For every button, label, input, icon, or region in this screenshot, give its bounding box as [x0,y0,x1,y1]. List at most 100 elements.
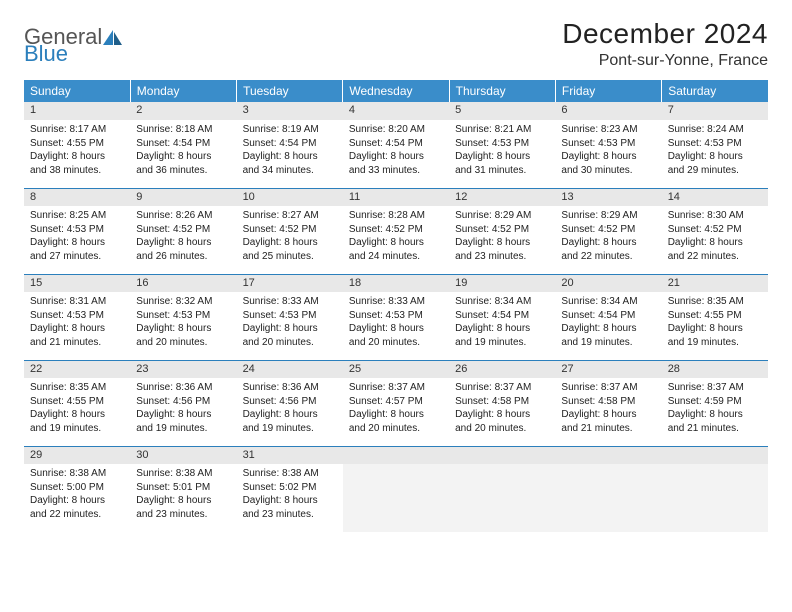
day-number-cell: 28 [662,360,768,378]
day-content-cell [343,464,449,532]
weekday-header: Saturday [662,80,768,102]
day-content-cell: Sunrise: 8:21 AMSunset: 4:53 PMDaylight:… [449,120,555,188]
day-number-row: 22232425262728 [24,360,768,378]
logo-text-blue: Blue [24,41,68,66]
day-content-cell: Sunrise: 8:34 AMSunset: 4:54 PMDaylight:… [449,292,555,360]
day-number-cell: 21 [662,274,768,292]
sunrise-line: Sunrise: 8:37 AM [349,381,443,395]
day-content-cell: Sunrise: 8:30 AMSunset: 4:52 PMDaylight:… [662,206,768,274]
sunrise-line: Sunrise: 8:29 AM [561,209,655,223]
day-number-cell: 1 [24,102,130,120]
day-number-cell [555,446,661,464]
day-number-cell: 29 [24,446,130,464]
day-content-cell: Sunrise: 8:38 AMSunset: 5:00 PMDaylight:… [24,464,130,532]
sunrise-line: Sunrise: 8:31 AM [30,295,124,309]
sunrise-line: Sunrise: 8:33 AM [243,295,337,309]
day-content-cell: Sunrise: 8:33 AMSunset: 4:53 PMDaylight:… [343,292,449,360]
day-number-cell: 18 [343,274,449,292]
day-number-cell: 16 [130,274,236,292]
day-number-row: 293031 [24,446,768,464]
sunset-line: Sunset: 4:52 PM [243,223,337,237]
day-content-cell: Sunrise: 8:17 AMSunset: 4:55 PMDaylight:… [24,120,130,188]
daylight-line: Daylight: 8 hours and 24 minutes. [349,236,443,263]
sunrise-line: Sunrise: 8:36 AM [136,381,230,395]
weekday-header: Sunday [24,80,130,102]
sunrise-line: Sunrise: 8:38 AM [243,467,337,481]
sunset-line: Sunset: 4:52 PM [561,223,655,237]
day-content-cell: Sunrise: 8:38 AMSunset: 5:01 PMDaylight:… [130,464,236,532]
day-number-cell: 31 [237,446,343,464]
sunrise-line: Sunrise: 8:23 AM [561,123,655,137]
daylight-line: Daylight: 8 hours and 21 minutes. [561,408,655,435]
day-content-row: Sunrise: 8:31 AMSunset: 4:53 PMDaylight:… [24,292,768,360]
sunset-line: Sunset: 4:54 PM [136,137,230,151]
day-number-cell: 2 [130,102,236,120]
sunrise-line: Sunrise: 8:30 AM [668,209,762,223]
day-number-cell: 12 [449,188,555,206]
sunset-line: Sunset: 4:52 PM [136,223,230,237]
sunset-line: Sunset: 4:58 PM [455,395,549,409]
day-number-cell: 14 [662,188,768,206]
weekday-header: Friday [555,80,661,102]
daylight-line: Daylight: 8 hours and 22 minutes. [30,494,124,521]
day-number-cell: 11 [343,188,449,206]
location: Pont-sur-Yonne, France [562,52,768,70]
day-content-cell: Sunrise: 8:26 AMSunset: 4:52 PMDaylight:… [130,206,236,274]
sunrise-line: Sunrise: 8:37 AM [668,381,762,395]
sunrise-line: Sunrise: 8:28 AM [349,209,443,223]
day-content-cell: Sunrise: 8:19 AMSunset: 4:54 PMDaylight:… [237,120,343,188]
day-content-cell: Sunrise: 8:37 AMSunset: 4:58 PMDaylight:… [449,378,555,446]
day-content-cell: Sunrise: 8:38 AMSunset: 5:02 PMDaylight:… [237,464,343,532]
day-content-row: Sunrise: 8:25 AMSunset: 4:53 PMDaylight:… [24,206,768,274]
day-number-cell: 20 [555,274,661,292]
daylight-line: Daylight: 8 hours and 31 minutes. [455,150,549,177]
day-number-cell: 6 [555,102,661,120]
month-title: December 2024 [562,18,768,50]
day-number-cell: 10 [237,188,343,206]
daylight-line: Daylight: 8 hours and 34 minutes. [243,150,337,177]
weekday-header: Wednesday [343,80,449,102]
daylight-line: Daylight: 8 hours and 25 minutes. [243,236,337,263]
day-content-cell: Sunrise: 8:33 AMSunset: 4:53 PMDaylight:… [237,292,343,360]
day-content-cell: Sunrise: 8:24 AMSunset: 4:53 PMDaylight:… [662,120,768,188]
sunset-line: Sunset: 4:56 PM [136,395,230,409]
sunset-line: Sunset: 4:53 PM [243,309,337,323]
day-content-cell: Sunrise: 8:31 AMSunset: 4:53 PMDaylight:… [24,292,130,360]
day-number-cell: 8 [24,188,130,206]
sunrise-line: Sunrise: 8:32 AM [136,295,230,309]
day-number-cell: 15 [24,274,130,292]
daylight-line: Daylight: 8 hours and 21 minutes. [668,408,762,435]
daylight-line: Daylight: 8 hours and 19 minutes. [455,322,549,349]
day-content-cell: Sunrise: 8:37 AMSunset: 4:58 PMDaylight:… [555,378,661,446]
sunrise-line: Sunrise: 8:21 AM [455,123,549,137]
sunset-line: Sunset: 4:53 PM [30,223,124,237]
sunset-line: Sunset: 4:55 PM [668,309,762,323]
day-content-cell: Sunrise: 8:29 AMSunset: 4:52 PMDaylight:… [555,206,661,274]
sunset-line: Sunset: 4:53 PM [136,309,230,323]
day-content-cell [555,464,661,532]
sunset-line: Sunset: 4:53 PM [30,309,124,323]
day-number-cell: 13 [555,188,661,206]
day-content-cell: Sunrise: 8:37 AMSunset: 4:59 PMDaylight:… [662,378,768,446]
title-block: December 2024 Pont-sur-Yonne, France [562,18,768,70]
sunset-line: Sunset: 5:01 PM [136,481,230,495]
day-content-cell: Sunrise: 8:23 AMSunset: 4:53 PMDaylight:… [555,120,661,188]
day-content-cell [662,464,768,532]
sunrise-line: Sunrise: 8:27 AM [243,209,337,223]
daylight-line: Daylight: 8 hours and 23 minutes. [136,494,230,521]
day-number-cell: 27 [555,360,661,378]
daylight-line: Daylight: 8 hours and 19 minutes. [668,322,762,349]
daylight-line: Daylight: 8 hours and 20 minutes. [243,322,337,349]
daylight-line: Daylight: 8 hours and 26 minutes. [136,236,230,263]
sunset-line: Sunset: 4:57 PM [349,395,443,409]
sunrise-line: Sunrise: 8:34 AM [455,295,549,309]
day-number-cell: 3 [237,102,343,120]
sunrise-line: Sunrise: 8:37 AM [455,381,549,395]
day-content-cell [449,464,555,532]
sunset-line: Sunset: 5:02 PM [243,481,337,495]
daylight-line: Daylight: 8 hours and 27 minutes. [30,236,124,263]
sunrise-line: Sunrise: 8:35 AM [668,295,762,309]
day-content-row: Sunrise: 8:35 AMSunset: 4:55 PMDaylight:… [24,378,768,446]
day-number-cell: 24 [237,360,343,378]
day-number-cell: 26 [449,360,555,378]
